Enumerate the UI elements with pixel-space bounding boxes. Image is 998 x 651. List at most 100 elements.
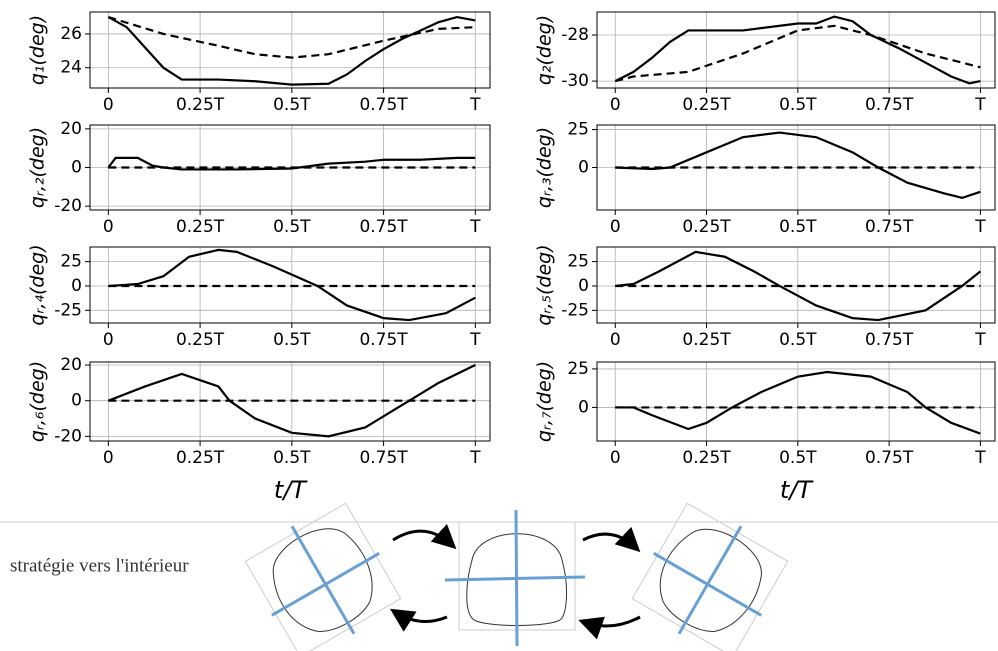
x-tick-label: 0.25T bbox=[176, 330, 225, 350]
y-tick-label: 0 bbox=[578, 397, 589, 417]
x-tick-label: 0.25T bbox=[682, 330, 731, 350]
y-tick-label: 0 bbox=[578, 276, 589, 296]
y-axis-label: qᵣ,₃(deg) bbox=[534, 127, 556, 208]
strategy-diagram bbox=[244, 502, 789, 651]
axis bbox=[677, 525, 743, 635]
x-tick-label: T bbox=[469, 330, 481, 350]
outline bbox=[272, 528, 373, 632]
arrow bbox=[389, 608, 448, 632]
y-tick-label: -30 bbox=[561, 71, 589, 91]
x-tick-label: 0 bbox=[103, 217, 114, 237]
axis bbox=[290, 525, 356, 635]
plot-frame bbox=[596, 361, 996, 442]
series-line bbox=[108, 248, 476, 322]
series-line bbox=[107, 15, 476, 86]
x-tick-label: 0 bbox=[610, 95, 621, 115]
x-axis-label: t/T bbox=[274, 476, 308, 504]
x-tick-label: 0 bbox=[610, 448, 621, 468]
y-tick-label: 0 bbox=[71, 276, 82, 296]
x-tick-label: 0.25T bbox=[682, 448, 731, 468]
outline bbox=[466, 533, 567, 626]
y-axis-label: q₂(deg) bbox=[534, 15, 556, 85]
y-tick-label: -20 bbox=[54, 426, 82, 446]
x-tick-label: 0 bbox=[610, 217, 621, 237]
y-axis-label: q₁(deg) bbox=[27, 15, 49, 85]
x-tick-label: 0 bbox=[610, 330, 621, 350]
x-tick-label: 0.75T bbox=[865, 217, 914, 237]
y-tick-label: -25 bbox=[54, 300, 82, 320]
subplot: 0 0.25T 0.5T 0.75T T -25 0 25 qᵣ,₄(deg) bbox=[27, 244, 491, 350]
subplot: 0 0.25T 0.5T 0.75T T 0 25 qᵣ,₇(deg) t/T bbox=[534, 359, 996, 504]
x-tick-label: 0.75T bbox=[359, 330, 408, 350]
x-tick-label: 0 bbox=[103, 95, 114, 115]
y-tick-label: -28 bbox=[561, 25, 589, 45]
x-tick-label: 0.5T bbox=[273, 448, 311, 468]
y-tick-label: 0 bbox=[578, 158, 589, 178]
plot-frame bbox=[89, 11, 491, 89]
x-tick-label: 0.5T bbox=[779, 330, 817, 350]
y-tick-label: 25 bbox=[567, 252, 589, 272]
x-tick-label: 0.5T bbox=[273, 95, 311, 115]
plot-frame bbox=[596, 246, 996, 324]
x-tick-label: T bbox=[469, 95, 481, 115]
x-tick-label: 0.5T bbox=[779, 217, 817, 237]
plot-frame bbox=[89, 361, 491, 442]
subplot: 0 0.25T 0.5T 0.75T T -25 0 25 qᵣ,₅(deg) bbox=[534, 244, 996, 350]
body-rotated-right bbox=[631, 502, 789, 651]
series-line bbox=[615, 370, 981, 435]
y-axis-label: qᵣ,₂(deg) bbox=[27, 127, 49, 208]
x-tick-label: T bbox=[974, 330, 986, 350]
x-tick-label: 0 bbox=[103, 448, 114, 468]
y-axis-label: qᵣ,₅(deg) bbox=[534, 244, 556, 325]
x-tick-label: 0.25T bbox=[682, 95, 731, 115]
x-tick-label: 0.5T bbox=[273, 217, 311, 237]
x-tick-label: T bbox=[469, 217, 481, 237]
y-tick-label: -25 bbox=[561, 300, 589, 320]
y-tick-label: 24 bbox=[60, 58, 82, 78]
x-tick-label: 0.5T bbox=[779, 448, 817, 468]
y-tick-label: 0 bbox=[71, 158, 82, 178]
plot-frame bbox=[89, 246, 491, 324]
x-tick-label: 0.25T bbox=[176, 217, 225, 237]
series-line bbox=[108, 16, 476, 59]
series-line bbox=[614, 15, 981, 85]
x-tick-label: 0.25T bbox=[176, 448, 225, 468]
x-tick-label: T bbox=[974, 217, 986, 237]
x-axis-label: t/T bbox=[780, 476, 814, 504]
subplot: 0 0.25T 0.5T 0.75T T -20 0 20 qᵣ,₂(deg) bbox=[27, 119, 491, 237]
x-tick-label: T bbox=[469, 448, 481, 468]
x-tick-label: 0.75T bbox=[359, 448, 408, 468]
y-axis-label: qᵣ,₄(deg) bbox=[27, 244, 49, 325]
arrow bbox=[582, 526, 641, 553]
series-line bbox=[615, 250, 982, 322]
x-tick-label: T bbox=[974, 95, 986, 115]
x-tick-label: 0.75T bbox=[359, 95, 408, 115]
outline bbox=[659, 528, 762, 632]
x-tick-label: T bbox=[974, 448, 986, 468]
y-axis-label: qᵣ,₆(deg) bbox=[27, 361, 49, 442]
subplot: 0 0.25T 0.5T 0.75T T 0 25 qᵣ,₃(deg) bbox=[534, 120, 996, 237]
y-tick-label: 25 bbox=[567, 359, 589, 379]
x-tick-label: 0.25T bbox=[682, 217, 731, 237]
subplot: 0 0.25T 0.5T 0.75T T -20 0 20 qᵣ,₆(deg) t/T bbox=[27, 355, 491, 504]
arrow bbox=[578, 615, 641, 640]
y-tick-label: 25 bbox=[60, 252, 82, 272]
y-tick-label: 25 bbox=[567, 120, 589, 140]
arrow bbox=[392, 523, 457, 550]
plot-frame bbox=[89, 124, 491, 211]
axis bbox=[444, 575, 586, 582]
axis bbox=[653, 552, 762, 617]
diagram-label: stratégie vers l'intérieur bbox=[10, 555, 189, 576]
x-tick-label: 0.75T bbox=[359, 217, 408, 237]
body-center bbox=[444, 509, 586, 647]
plot-frame bbox=[596, 11, 996, 89]
body-rotated-left bbox=[244, 502, 402, 651]
x-tick-label: 0.75T bbox=[865, 95, 914, 115]
y-tick-label: 20 bbox=[60, 119, 82, 139]
y-tick-label: -20 bbox=[54, 196, 82, 216]
series-line bbox=[614, 24, 981, 83]
x-tick-label: 0.75T bbox=[865, 330, 914, 350]
